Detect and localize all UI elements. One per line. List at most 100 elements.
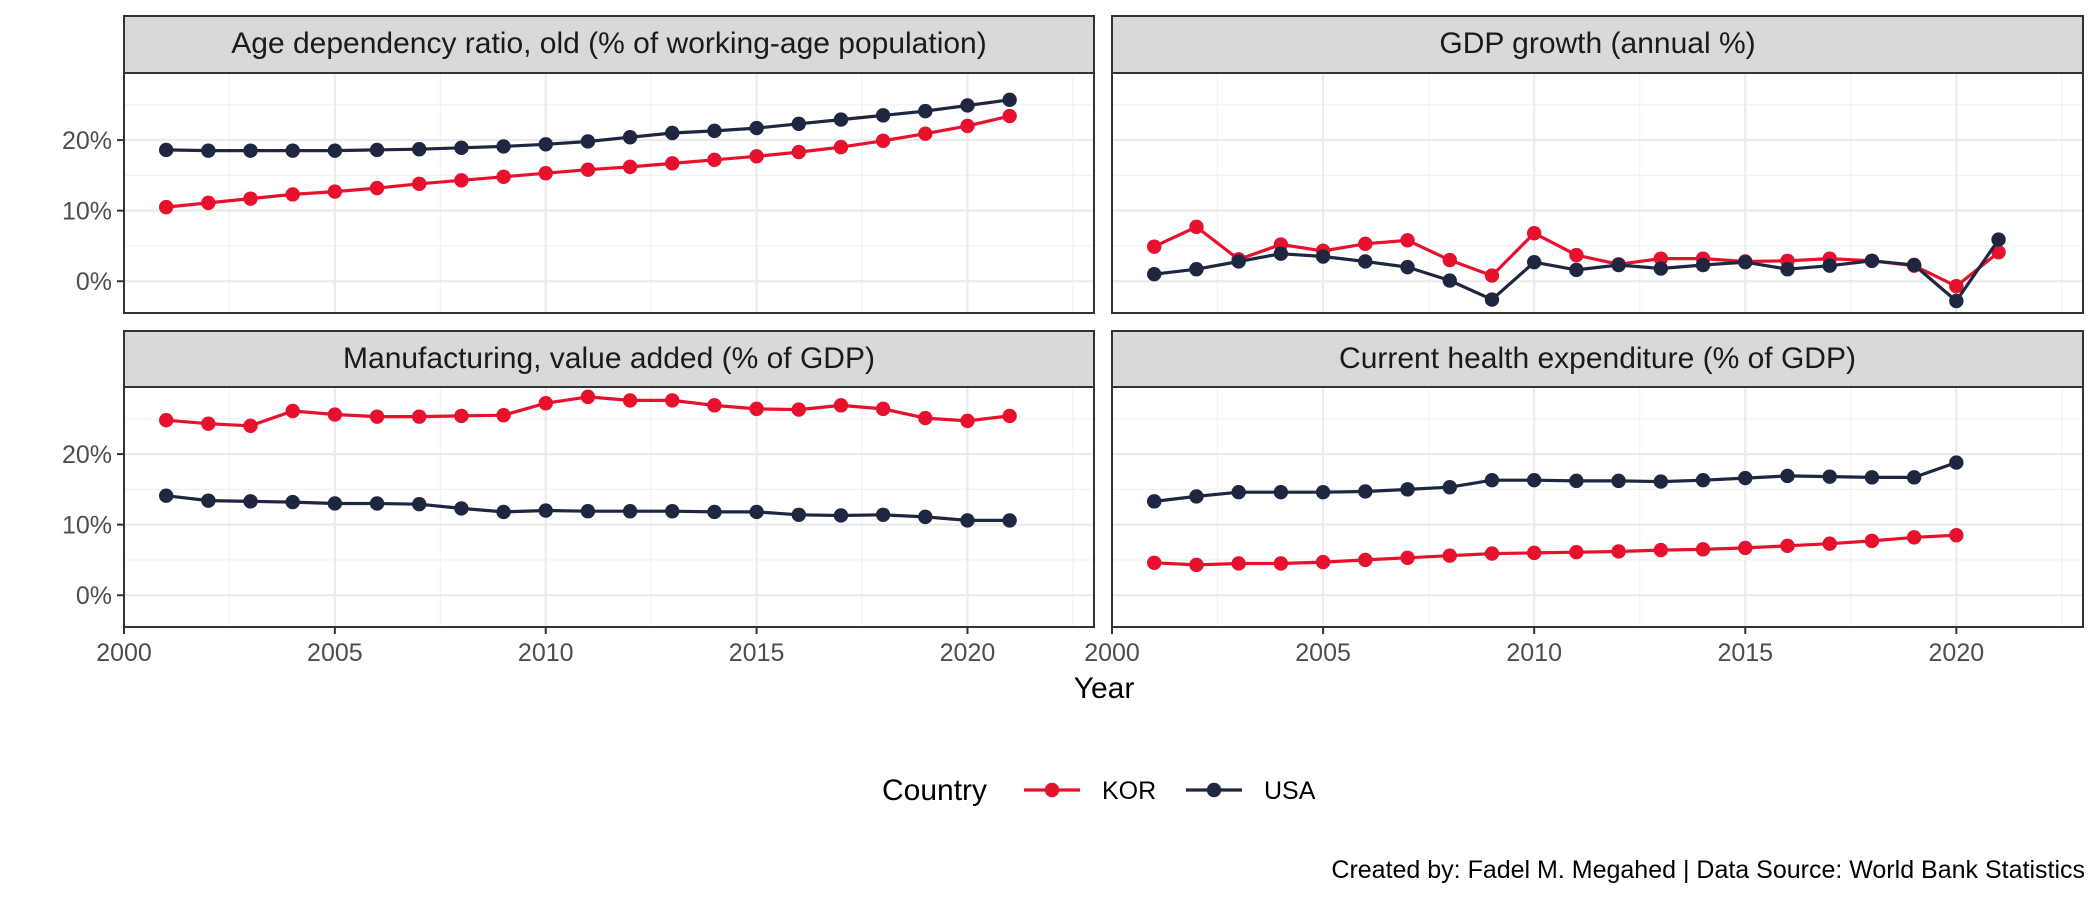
data-point-kor (158, 412, 174, 428)
data-point-kor (1400, 233, 1415, 248)
data-point-usa (201, 143, 216, 158)
data-point-usa (1273, 484, 1289, 500)
data-point-kor (749, 401, 764, 417)
data-point-usa (1569, 473, 1584, 489)
data-point-usa (749, 504, 764, 520)
data-point-usa (918, 509, 933, 525)
series-kor (1147, 528, 1964, 573)
data-point-kor (454, 408, 469, 424)
data-point-kor (707, 398, 722, 413)
data-point-kor (960, 118, 975, 134)
data-point-kor (1991, 245, 2006, 260)
data-point-kor (412, 409, 427, 424)
plot-background (1112, 387, 2083, 627)
data-point-kor (327, 184, 343, 199)
panels-layer: Age dependency ratio, old (% of working-… (62, 15, 2084, 667)
data-point-kor (622, 393, 638, 408)
data-point-kor (1653, 251, 1669, 266)
y-tick-label: 10% (62, 512, 112, 540)
x-tick-label: 2010 (518, 639, 574, 667)
data-point-usa (1780, 262, 1795, 277)
legend-label: USA (1264, 777, 1316, 805)
legend: Country KOR USA (882, 774, 1316, 807)
x-tick-label: 2020 (940, 639, 996, 667)
data-point-kor (201, 195, 216, 211)
data-point-kor (1738, 540, 1753, 556)
data-point-kor (496, 169, 511, 184)
data-point-kor (1147, 555, 1162, 570)
data-point-usa (960, 98, 975, 113)
data-point-usa (1147, 266, 1162, 282)
data-point-usa (707, 123, 722, 139)
facet-title: GDP growth (annual %) (1439, 27, 1755, 60)
data-point-kor (665, 156, 680, 171)
data-point-usa (749, 120, 764, 136)
data-point-usa (833, 508, 849, 523)
data-point-kor (1400, 550, 1415, 566)
data-point-kor (1695, 542, 1711, 557)
facet-panel-3: Manufacturing, value added (% of GDP) 0% 1… (62, 330, 1095, 667)
data-point-usa (960, 513, 975, 528)
data-point-kor (496, 408, 511, 423)
facet-strip (123, 330, 1095, 388)
x-tick-label: 2000 (1084, 639, 1140, 667)
data-point-usa (1442, 273, 1457, 288)
data-point-kor (1822, 536, 1837, 551)
legend-items: KOR USA (1024, 777, 1316, 805)
data-point-usa (1569, 262, 1584, 278)
data-point-usa (1695, 472, 1711, 488)
data-point-usa (1991, 232, 2006, 247)
data-point-usa (327, 496, 343, 511)
series-usa (1147, 455, 1964, 509)
legend-key-marker (1206, 782, 1222, 798)
y-tick-label: 20% (62, 441, 112, 469)
data-point-kor (875, 401, 891, 417)
data-point-usa (1611, 257, 1626, 273)
legend-label: KOR (1102, 777, 1156, 805)
data-point-kor (1442, 548, 1457, 563)
data-point-kor (1949, 528, 1964, 543)
data-point-kor (580, 162, 596, 177)
data-point-kor (1526, 545, 1542, 561)
facet-panel-2: GDP growth (annual %) (1110, 15, 2084, 314)
data-point-usa (1949, 293, 1964, 309)
data-point-kor (1358, 236, 1373, 252)
data-point-kor (1273, 556, 1289, 571)
data-point-kor (960, 413, 975, 429)
data-point-usa (158, 142, 174, 158)
legend-item-kor: KOR (1024, 777, 1156, 805)
x-tick-label: 2005 (307, 639, 363, 667)
data-point-kor (538, 396, 553, 411)
data-point-usa (412, 496, 427, 512)
data-point-usa (1189, 489, 1204, 504)
data-point-usa (1780, 468, 1795, 484)
data-point-usa (1864, 470, 1880, 485)
data-point-usa (285, 143, 300, 158)
data-point-kor (538, 166, 553, 181)
data-point-usa (1738, 470, 1753, 486)
data-point-usa (918, 103, 933, 119)
series-usa (158, 488, 1017, 528)
data-point-usa (791, 116, 806, 132)
series-kor (158, 389, 1017, 434)
y-tick-label: 0% (76, 582, 112, 610)
data-point-kor (622, 159, 638, 175)
data-point-kor (412, 176, 427, 192)
x-tick-label: 2005 (1295, 639, 1351, 667)
data-point-usa (158, 488, 174, 503)
x-tick-label: 2015 (729, 639, 785, 667)
data-point-kor (1526, 226, 1542, 241)
data-point-usa (1002, 513, 1017, 528)
data-point-kor (918, 410, 933, 426)
data-point-usa (1653, 474, 1669, 489)
data-point-kor (1569, 247, 1584, 263)
data-point-kor (1002, 408, 1017, 424)
data-point-kor (1569, 544, 1584, 560)
data-point-usa (791, 507, 806, 522)
y-tick-label: 10% (62, 198, 112, 226)
data-point-usa (1231, 254, 1246, 269)
data-point-usa (1400, 259, 1415, 275)
data-point-usa (1611, 473, 1626, 489)
facet-title: Current health expenditure (% of GDP) (1339, 342, 1856, 375)
